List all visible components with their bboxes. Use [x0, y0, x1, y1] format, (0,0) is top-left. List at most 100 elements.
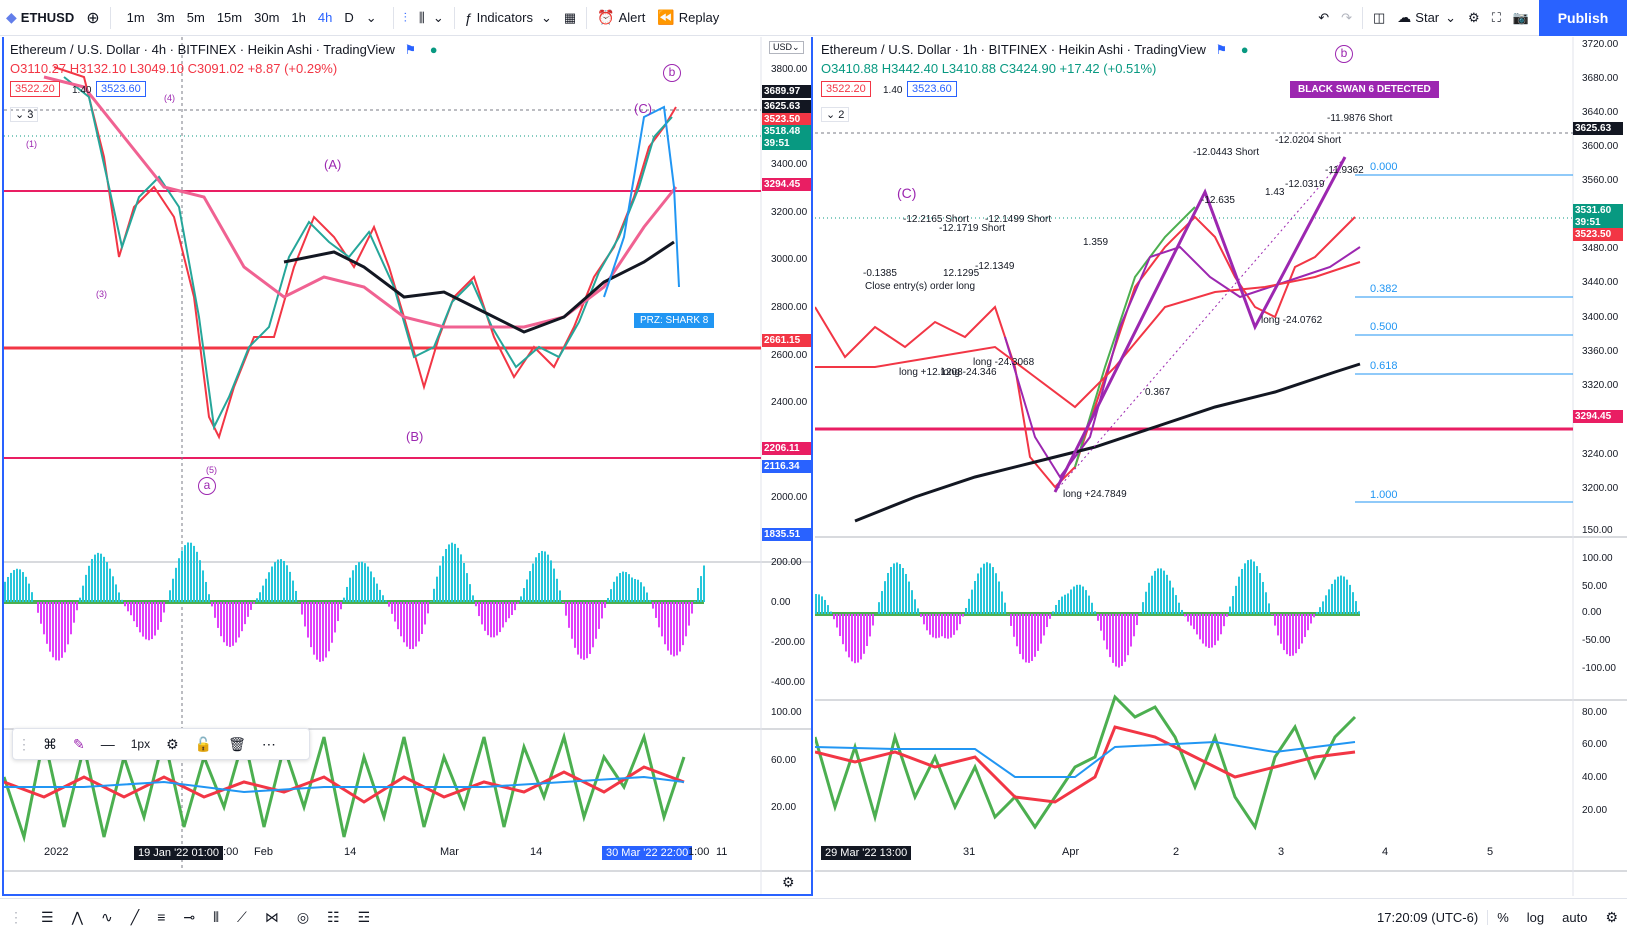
price-tag[interactable]: 39:51 [762, 137, 812, 150]
ruler-tool-icon[interactable]: ☲ [349, 909, 380, 926]
price-axis-label: 3560.00 [1582, 175, 1618, 186]
price-tag[interactable]: 3625.63 [762, 100, 812, 113]
line-width-label[interactable]: 1px [123, 737, 158, 751]
star-button[interactable]: ☁ Star ⌄ [1391, 0, 1462, 36]
settings-icon[interactable]: ⚙ [158, 736, 187, 753]
price-tag[interactable]: 3523.50 [1573, 228, 1623, 241]
histogram-bar [1247, 560, 1249, 614]
drag-handle-icon: ⋮ [0, 909, 32, 926]
left-legend-toggle[interactable]: ⌄ 3 [10, 107, 38, 122]
auto-toggle[interactable]: auto [1553, 910, 1596, 925]
histogram-bar [1253, 561, 1255, 614]
histogram-bar [1145, 592, 1147, 614]
price-tag[interactable]: 2661.15 [762, 334, 812, 347]
histogram-bar [352, 570, 354, 602]
left-chart-panel[interactable]: Ethereum / U.S. Dollar · 4h · BITFINEX ·… [2, 37, 813, 896]
histogram-bar [622, 572, 624, 602]
interval-30m[interactable]: 30m [248, 10, 285, 25]
settings-icon[interactable]: ⚙ [1596, 909, 1627, 926]
interval-15m[interactable]: 15m [211, 10, 248, 25]
right-legend-toggle[interactable]: ⌄ 2 [821, 107, 849, 122]
candle-style-button[interactable]: ⫶ [398, 0, 413, 36]
lock-icon[interactable]: 🔓 [187, 736, 220, 753]
interval-dropdown-chevron-icon[interactable]: ⌄ [360, 10, 383, 26]
template-icon[interactable]: ⌘ [35, 736, 65, 753]
indicators-button[interactable]: ƒ Indicators ⌄ [459, 0, 558, 36]
ray-tool-icon[interactable]: ⟋ [228, 909, 256, 926]
right-spread: 1.40 [883, 85, 902, 96]
gann-tool-icon[interactable]: ☷ [318, 909, 349, 926]
histogram-bar [535, 557, 537, 602]
interval-4h[interactable]: 4h [312, 10, 338, 25]
histogram-bar [457, 548, 459, 602]
histogram-bar [10, 573, 12, 602]
histogram-bar [694, 601, 696, 602]
grid-icon: ▦ [564, 10, 576, 26]
alert-button[interactable]: ⏰ Alert [591, 0, 651, 36]
publish-button[interactable]: Publish [1539, 0, 1627, 36]
drag-handle-icon[interactable]: ⋮ [13, 736, 35, 753]
price-tag[interactable]: 3689.97 [762, 85, 812, 98]
elliott-wave-tool-icon[interactable]: ∿ [92, 909, 122, 926]
right-bid[interactable]: 3522.20 [821, 81, 871, 97]
histogram-bar [103, 557, 105, 602]
interval-1h[interactable]: 1h [285, 10, 311, 25]
left-chart-canvas[interactable] [4, 37, 813, 896]
split-layout-button[interactable]: ◫ [1367, 0, 1391, 36]
price-tag[interactable]: 3294.45 [1573, 410, 1623, 423]
more-icon[interactable]: ⋯ [254, 736, 284, 753]
price-tag[interactable]: 3625.63 [1573, 122, 1623, 135]
percent-toggle[interactable]: % [1487, 910, 1518, 925]
histogram-bar [574, 602, 576, 648]
settings-button[interactable]: ⚙ [1462, 0, 1486, 36]
right-chart-canvas[interactable] [815, 37, 1627, 896]
log-toggle[interactable]: log [1518, 910, 1553, 925]
interval-1m[interactable]: 1m [121, 10, 151, 25]
xabcd-tool-icon[interactable]: ⋈ [256, 909, 288, 926]
right-chart-panel[interactable]: Ethereum / U.S. Dollar · 1h · BITFINEX ·… [815, 37, 1627, 896]
symbol-search[interactable]: ◆ ETHUSD [0, 0, 80, 36]
vertical-tools-icon[interactable]: ⫴ [204, 909, 228, 926]
pattern-tool-icon[interactable]: ⋀ [63, 909, 92, 926]
price-tag[interactable]: 3294.45 [762, 178, 812, 191]
clock-label[interactable]: 17:20:09 (UTC-6) [1368, 910, 1487, 925]
path-tool-icon[interactable]: ╱ [122, 909, 148, 926]
price-tag[interactable]: 1835.51 [762, 528, 812, 541]
replay-button[interactable]: ⏪ Replay [651, 0, 725, 36]
price-tag[interactable]: 2116.34 [762, 460, 812, 473]
snapshot-button[interactable]: 📷 [1507, 0, 1535, 36]
horizontal-line-tool-icon[interactable]: ⊸ [174, 909, 204, 926]
fib-tool-icon[interactable]: ≡ [148, 909, 174, 925]
drawing-floatbar[interactable]: ⋮ ⌘ ✎ — 1px ⚙ 🔓 🗑 ⋯ [12, 728, 310, 760]
left-ask[interactable]: 3523.60 [96, 81, 146, 97]
redo-button[interactable]: ↷ [1335, 0, 1358, 36]
interval-D[interactable]: D [338, 10, 359, 25]
price-tag[interactable]: 2206.11 [762, 442, 812, 455]
histogram-bar [424, 602, 426, 624]
interval-3m[interactable]: 3m [151, 10, 181, 25]
trend-line-tool-icon[interactable]: ☰ [32, 909, 63, 926]
pencil-icon[interactable]: ✎ [65, 736, 93, 753]
left-bid[interactable]: 3522.20 [10, 81, 60, 97]
currency-label: USD [773, 42, 792, 52]
undo-button[interactable]: ↶ [1312, 0, 1335, 36]
left-currency-select[interactable]: USD⌄ [769, 41, 804, 54]
layout-button[interactable]: ▦ [558, 0, 582, 36]
bar-style-button[interactable]: ⫼⌄ [413, 0, 450, 36]
histogram-bar [367, 567, 369, 602]
trade-annotation: -11.9362 [1325, 165, 1364, 176]
histogram-bar [1328, 589, 1330, 614]
histogram-bar [322, 602, 324, 661]
trash-icon[interactable]: 🗑 [220, 736, 254, 753]
line-style-icon[interactable]: — [93, 736, 123, 752]
right-ask[interactable]: 3523.60 [907, 81, 957, 97]
histogram-bar [1049, 614, 1051, 619]
left-axis-settings[interactable]: ⚙ [782, 874, 795, 891]
trade-annotation: Close entry(s) order long [865, 281, 975, 292]
compare-button[interactable]: ⊕ [80, 0, 105, 36]
histogram-bar [845, 614, 847, 651]
spiral-tool-icon[interactable]: ◎ [288, 909, 318, 926]
fullscreen-button[interactable]: ⛶ [1486, 0, 1507, 36]
histogram-bar [193, 546, 195, 602]
interval-5m[interactable]: 5m [181, 10, 211, 25]
